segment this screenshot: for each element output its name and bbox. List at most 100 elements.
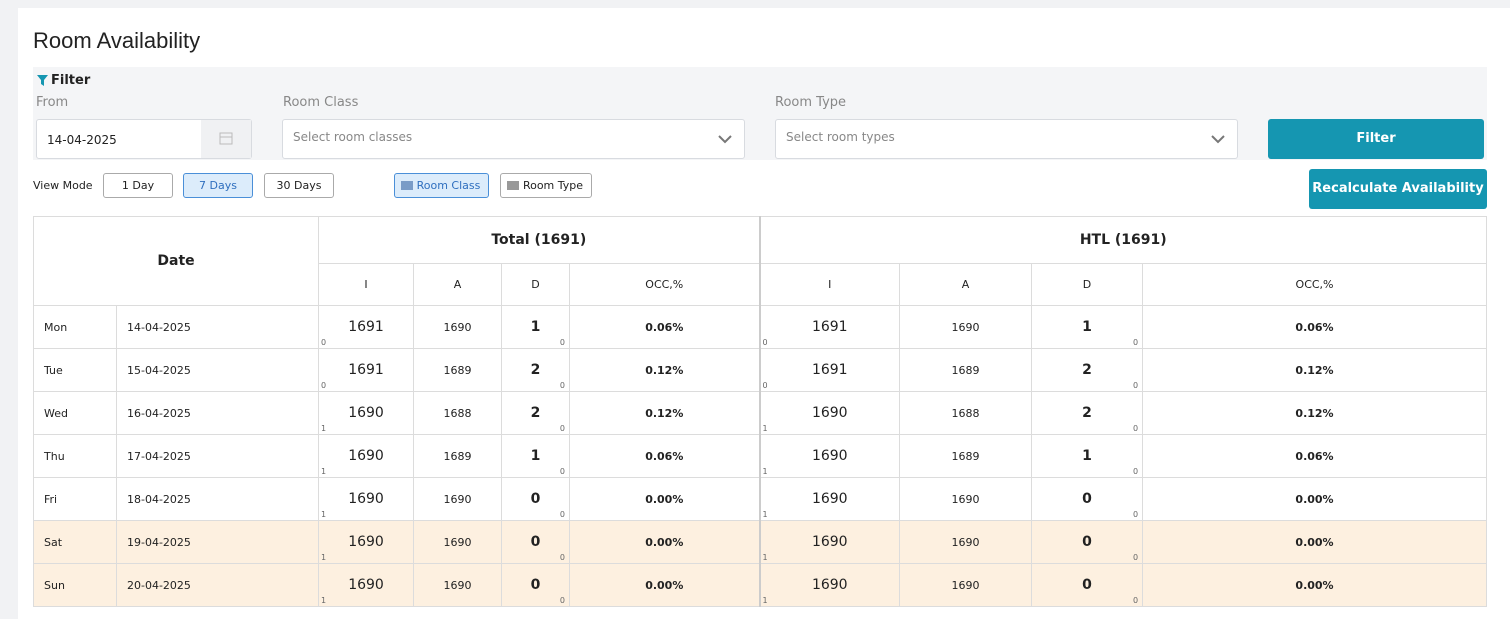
- grouping-icon: [507, 181, 519, 190]
- i-sub: 0: [762, 381, 768, 390]
- date-cell: 18-04-2025: [115, 477, 320, 521]
- i-value: 1690: [811, 405, 848, 421]
- d-value: 0: [1082, 577, 1092, 593]
- grouping-label: Room Type: [522, 179, 584, 192]
- i-cell: 1690 1: [318, 434, 415, 478]
- i-sub: 1: [762, 553, 768, 562]
- room-class-select[interactable]: Select room classes: [282, 119, 745, 159]
- column-header: D: [501, 263, 571, 306]
- column-header: OCC,%: [569, 263, 761, 306]
- grouping-button[interactable]: Room Type: [500, 173, 592, 198]
- grouping-label: Room Class: [416, 179, 481, 192]
- view-mode-button[interactable]: 1 Day: [103, 173, 173, 198]
- d-sub: 0: [1132, 424, 1139, 433]
- i-cell: 1691 0: [318, 348, 415, 392]
- i-sub: 1: [762, 424, 768, 433]
- a-cell: 1690: [413, 520, 503, 564]
- recalculate-button[interactable]: Recalculate Availability: [1309, 169, 1487, 209]
- i-value: 1690: [811, 534, 848, 550]
- i-cell: 1690 1: [318, 520, 415, 564]
- a-cell: 1690: [413, 477, 503, 521]
- day-cell: Tue: [33, 348, 117, 392]
- data-row: Thu 17-04-2025 1690 1 1689 1 0 0.06% 1690 1 1689 1 0…: [33, 434, 1487, 478]
- occ-cell: 0.06%: [569, 434, 761, 478]
- i-sub: 1: [321, 596, 327, 605]
- d-value: 0: [530, 491, 541, 507]
- occ-cell: 0.12%: [1142, 391, 1487, 435]
- filter-button[interactable]: Filter: [1268, 119, 1484, 159]
- i-value: 1691: [348, 362, 384, 378]
- d-sub: 0: [1132, 510, 1139, 519]
- date-cell: 14-04-2025: [115, 305, 320, 349]
- i-value: 1691: [811, 319, 848, 335]
- d-sub: 0: [1132, 467, 1139, 476]
- data-row: Mon 14-04-2025 1691 0 1690 1 0 0.06% 1691 0 1690 1 0…: [33, 305, 1487, 349]
- i-value: 1690: [811, 448, 848, 464]
- a-cell: 1689: [899, 348, 1033, 392]
- day-cell: Wed: [33, 391, 117, 435]
- column-header: A: [899, 263, 1033, 306]
- group-header: HTL (1691): [758, 216, 1487, 264]
- from-label: From: [36, 95, 69, 110]
- d-sub: 0: [559, 338, 566, 347]
- from-value: 14-04-2025: [47, 133, 117, 147]
- d-sub: 0: [1132, 553, 1139, 562]
- occ-cell: 0.00%: [569, 520, 761, 564]
- i-cell: 1691 0: [758, 305, 901, 349]
- a-cell: 1689: [413, 348, 503, 392]
- i-sub: 1: [321, 553, 327, 562]
- i-sub: 1: [762, 596, 768, 605]
- d-sub: 0: [559, 467, 566, 476]
- subheader-row: I A D OCC,% I A D OCC,%: [34, 263, 1487, 306]
- i-cell: 1690 1: [758, 563, 901, 607]
- d-value: 2: [530, 362, 541, 378]
- header-row: Date Total (1691) HTL (1691): [32, 216, 1487, 306]
- filter-panel: [33, 67, 1487, 160]
- d-sub: 0: [559, 510, 566, 519]
- column-header: D: [1031, 263, 1144, 306]
- occ-cell: 0.00%: [569, 563, 761, 607]
- i-value: 1691: [811, 362, 848, 378]
- a-cell: 1688: [413, 391, 503, 435]
- d-value: 2: [530, 405, 541, 421]
- i-cell: 1691 0: [758, 348, 901, 392]
- i-value: 1690: [348, 491, 384, 507]
- room-type-select[interactable]: Select room types: [775, 119, 1238, 159]
- grouping-button[interactable]: Room Class: [394, 173, 489, 198]
- column-header: I: [318, 263, 415, 306]
- d-value: 0: [530, 577, 541, 593]
- i-value: 1690: [811, 577, 848, 593]
- day-cell: Sat: [33, 520, 117, 564]
- i-cell: 1690 1: [758, 520, 901, 564]
- day-cell: Sun: [33, 563, 117, 607]
- view-mode-button[interactable]: 7 Days: [183, 173, 253, 198]
- occ-cell: 0.00%: [1142, 477, 1487, 521]
- i-value: 1690: [348, 577, 384, 593]
- occ-cell: 0.12%: [569, 391, 761, 435]
- i-cell: 1690 1: [318, 563, 415, 607]
- d-value: 1: [1082, 448, 1092, 464]
- i-cell: 1691 0: [318, 305, 415, 349]
- occ-cell: 0.06%: [1142, 434, 1487, 478]
- a-cell: 1690: [413, 563, 503, 607]
- a-cell: 1689: [899, 434, 1033, 478]
- d-sub: 0: [1132, 381, 1139, 390]
- date-cell: 16-04-2025: [115, 391, 320, 435]
- page-title: Room Availability: [33, 28, 201, 53]
- d-value: 2: [1082, 362, 1092, 378]
- view-mode-button[interactable]: 30 Days: [264, 173, 334, 198]
- view-mode-label: View Mode: [33, 179, 93, 192]
- d-value: 0: [530, 534, 541, 550]
- i-sub: 1: [762, 467, 768, 476]
- occ-cell: 0.00%: [569, 477, 761, 521]
- data-row: Sun 20-04-2025 1690 1 1690 0 0 0.00% 1690 1 1690 0 0…: [33, 563, 1487, 607]
- from-input[interactable]: 14-04-2025: [36, 119, 252, 159]
